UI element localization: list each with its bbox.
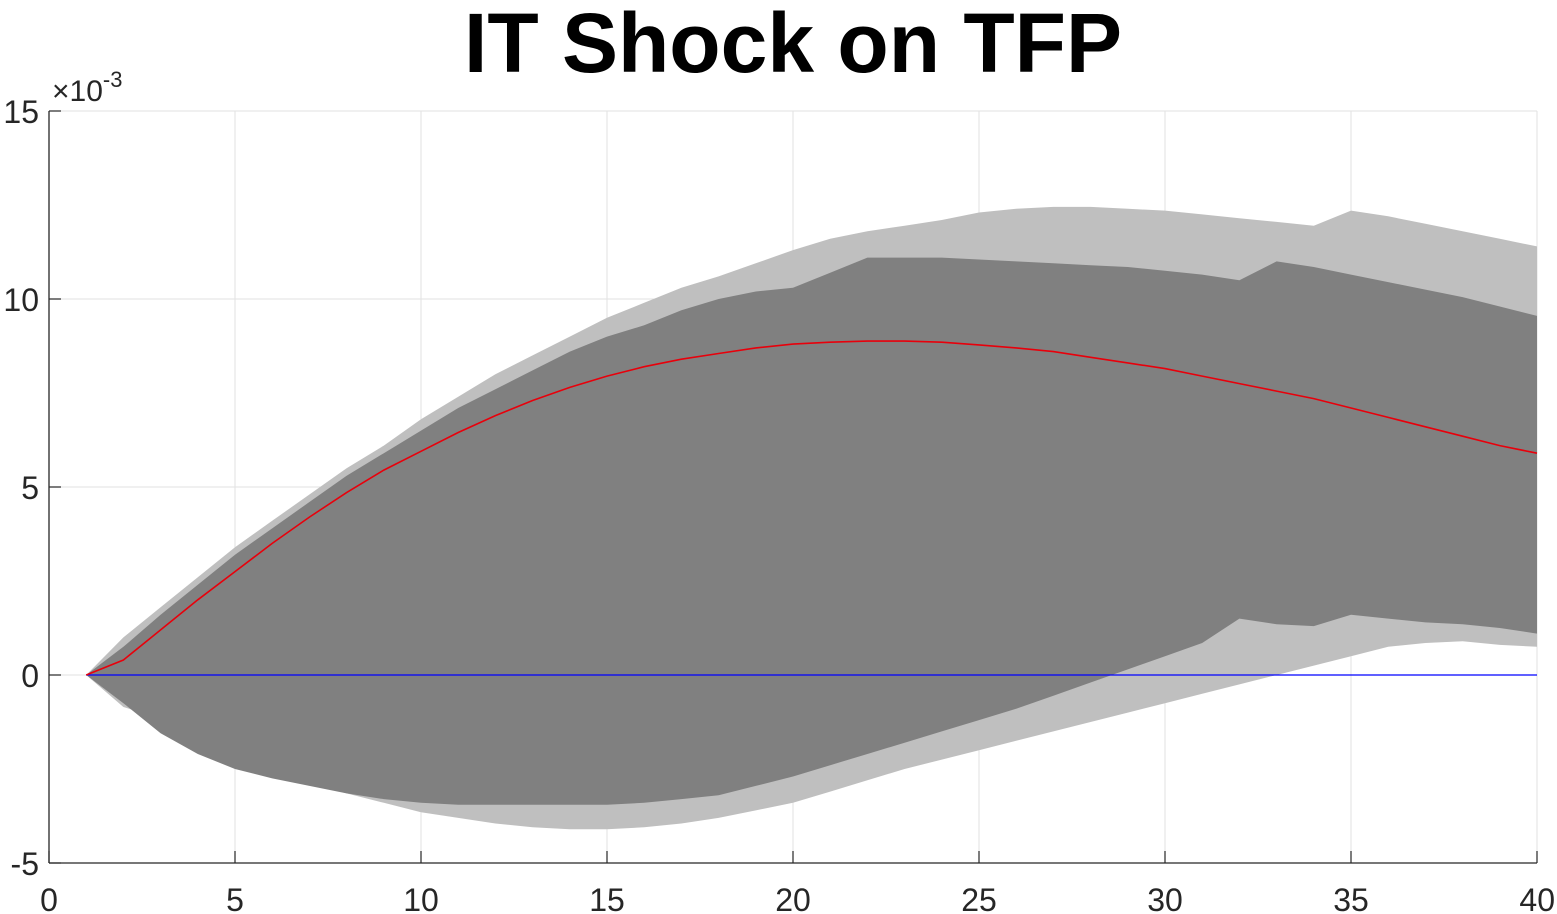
x-tick-label: 15 [589,882,625,914]
x-tick-label: 10 [403,882,439,914]
x-tick-label: 0 [40,882,58,914]
irf-median-line [85,340,1538,676]
y-tick-label: 15 [3,94,39,130]
axes [48,110,1538,864]
confidence-bands [86,206,1538,830]
series-lines [85,340,1538,676]
inner-confidence-band [86,257,1538,805]
y-tick-label: 5 [21,470,39,506]
x-tick-label: 20 [775,882,811,914]
y-tick-label: 10 [3,282,39,318]
x-tick-label: 30 [1147,882,1183,914]
y-exponent-label: ×10-3 [52,67,122,108]
x-tick-label: 35 [1333,882,1369,914]
x-tick-label: 25 [961,882,997,914]
x-tick-label: 5 [226,882,244,914]
chart-title: IT Shock on TFP [464,0,1122,90]
y-tick-label: 0 [21,658,39,694]
x-tick-label: 40 [1519,882,1555,914]
y-tick-label: -5 [11,846,39,882]
